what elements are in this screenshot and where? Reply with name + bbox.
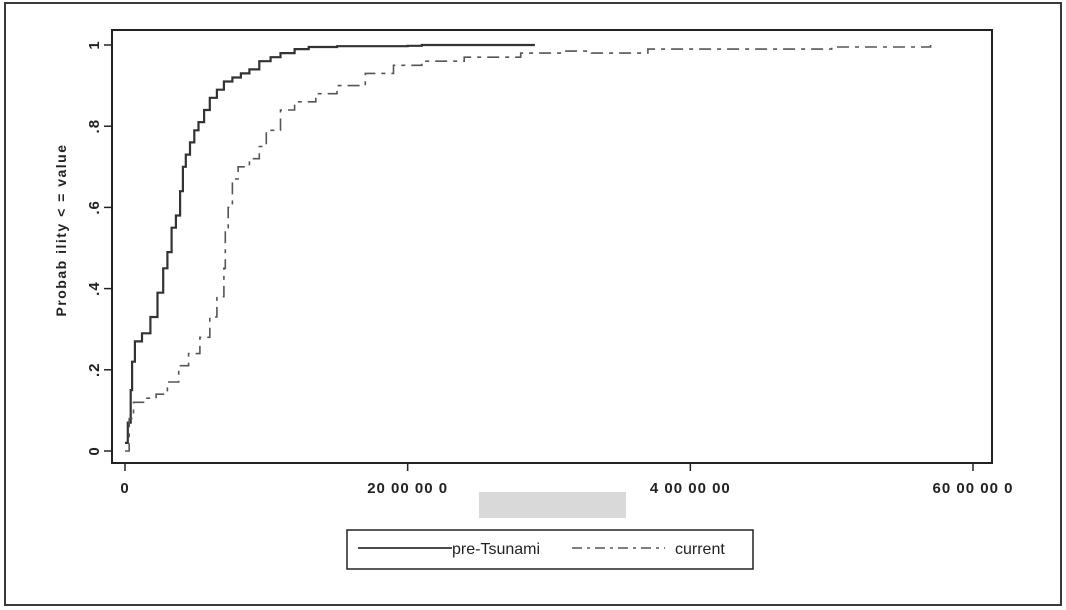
y-tick-label: .4 xyxy=(86,281,103,296)
x-tick-label: 60 00 00 0 xyxy=(933,480,1014,497)
x-tick-label: 0 xyxy=(120,480,129,497)
y-tick-label: .8 xyxy=(86,119,103,134)
redaction-box xyxy=(479,492,626,518)
series-line-current xyxy=(125,45,932,452)
legend-label-pre-tsunami: pre-Tsunami xyxy=(452,541,540,558)
axis-ticks: 0 .2 .4 .6 .8 1 0 20 00 00 0 4 00 00 00 60 00 00 … xyxy=(86,40,1014,497)
y-tick-label: 1 xyxy=(86,40,103,49)
plot-area xyxy=(111,29,993,464)
x-tick-label: 20 00 00 0 xyxy=(367,480,448,497)
series-line-pre-tsunami xyxy=(125,43,535,444)
legend-label-current: current xyxy=(675,541,725,558)
series-layer xyxy=(125,43,932,452)
x-tick-label: 4 00 00 00 xyxy=(650,480,731,497)
y-tick-label: .6 xyxy=(86,200,103,215)
y-axis-title: Probab ility < = value xyxy=(53,143,69,316)
legend-box xyxy=(346,529,754,570)
y-tick-label: 0 xyxy=(86,446,103,455)
y-tick-label: .2 xyxy=(86,363,103,378)
legend: pre-Tsunami current xyxy=(346,529,754,570)
